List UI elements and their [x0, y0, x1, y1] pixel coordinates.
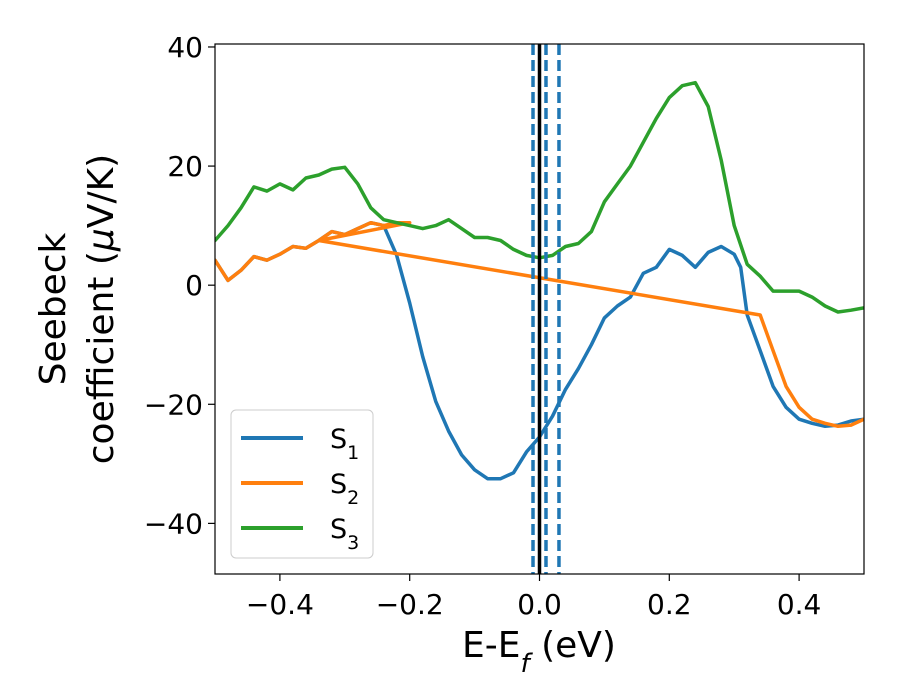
legend: S1 S2 S3 — [230, 409, 374, 559]
y-tick-label: −20 — [144, 388, 203, 421]
x-axis: −0.4 −0.2 0.0 0.2 0.4 — [246, 574, 821, 621]
y-tick-label: 20 — [167, 150, 203, 183]
series-line-S2 — [215, 220, 864, 429]
legend-label-S3: S3 — [330, 514, 359, 554]
x-tick-label: 0.4 — [777, 588, 822, 621]
legend-label-S2: S2 — [330, 469, 359, 509]
x-tick-label: −0.2 — [376, 588, 444, 621]
x-tick-label: 0.2 — [647, 588, 692, 621]
y-tick-label: −40 — [144, 507, 203, 540]
y-axis-label: Seebeck coefficient (μV/K) — [33, 154, 122, 464]
reference-lines — [531, 44, 561, 574]
y-tick-label: 40 — [167, 31, 203, 64]
legend-label-S1: S1 — [330, 424, 359, 464]
y-axis-label-line1: Seebeck — [33, 232, 74, 385]
x-tick-label: −0.4 — [246, 588, 314, 621]
y-tick-label: 0 — [185, 269, 203, 302]
y-axis-label-line2: coefficient (μV/K) — [81, 154, 122, 464]
x-tick-label: 0.0 — [517, 588, 562, 621]
x-axis-label: E-Ef (eV) — [462, 625, 616, 679]
y-axis: −40 −20 0 20 40 — [144, 31, 215, 540]
